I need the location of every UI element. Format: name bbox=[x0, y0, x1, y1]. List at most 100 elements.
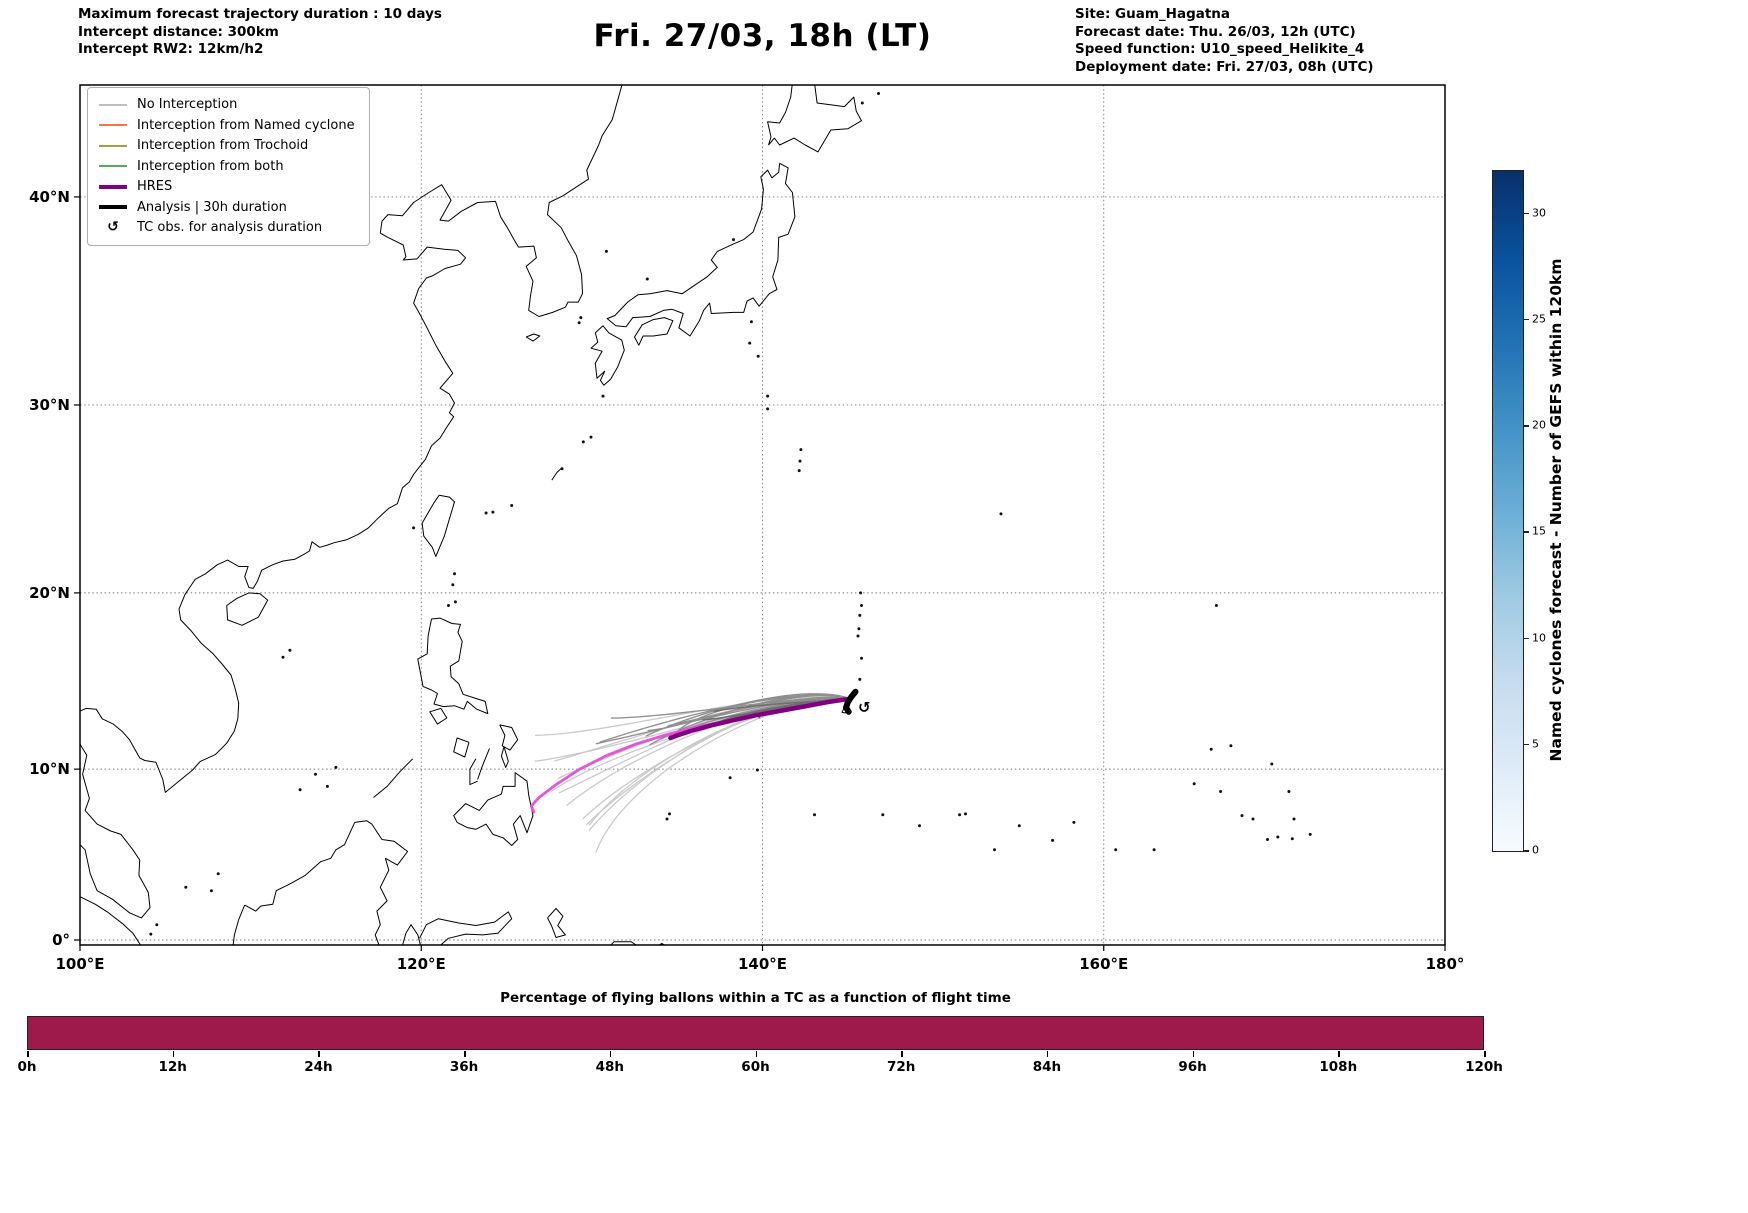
island-dot bbox=[860, 604, 863, 607]
deployment-date: Deployment date: Fri. 27/03, 08h (UTC) bbox=[1075, 58, 1374, 75]
island-dot bbox=[581, 440, 585, 444]
tc-obs-marker-icon: ↺ bbox=[858, 699, 871, 717]
island-dot bbox=[766, 407, 770, 411]
y-tick-label: 0° bbox=[52, 931, 70, 949]
x-tick-label: 140°E bbox=[738, 955, 787, 973]
island-dot bbox=[412, 526, 416, 530]
coastline bbox=[499, 724, 519, 751]
bottom-axis-tick-label: 12h bbox=[158, 1059, 187, 1075]
bottom-axis-tick-mark bbox=[464, 1051, 466, 1057]
island-dot bbox=[799, 448, 803, 452]
tc-obs-symbol-icon: ↺ bbox=[107, 219, 119, 235]
island-dot bbox=[668, 812, 671, 816]
coastline bbox=[469, 758, 478, 786]
island-dot bbox=[579, 316, 583, 320]
island-dot bbox=[453, 600, 457, 604]
island-dot bbox=[155, 923, 159, 927]
bottom-axis-tick-mark bbox=[1338, 1051, 1340, 1057]
coastline bbox=[610, 941, 638, 945]
coastline bbox=[500, 746, 509, 768]
legend-item-label: Analysis | 30h duration bbox=[137, 199, 287, 215]
island-dot bbox=[484, 511, 488, 515]
island-dot bbox=[1240, 814, 1244, 818]
colorbar-tick-label: 20 bbox=[1532, 418, 1546, 432]
page-title: Fri. 27/03, 18h (LT) bbox=[593, 18, 932, 54]
param-intercept-distance: Intercept distance: 300km bbox=[78, 23, 279, 40]
coastline bbox=[767, 85, 862, 153]
bottom-chart-bar bbox=[27, 1016, 1484, 1050]
island-dot bbox=[209, 889, 213, 893]
y-tick-label: 30°N bbox=[29, 396, 70, 414]
coastline bbox=[525, 333, 541, 342]
island-dot bbox=[298, 788, 302, 792]
coastline bbox=[80, 85, 623, 793]
param-intercept-rw2: Intercept RW2: 12km/h2 bbox=[78, 41, 264, 57]
island-dot bbox=[1276, 835, 1280, 839]
legend-item: Interception from Named cyclone bbox=[98, 117, 355, 135]
colorbar-tick-mark bbox=[1523, 531, 1529, 533]
island-dot bbox=[288, 648, 292, 652]
bottom-axis-tick-label: 120h bbox=[1465, 1059, 1503, 1075]
island-dot bbox=[860, 656, 863, 660]
island-dot bbox=[797, 469, 801, 473]
island-dot bbox=[858, 677, 862, 681]
coastline bbox=[551, 467, 563, 481]
coastline bbox=[658, 942, 666, 945]
island-dot bbox=[881, 813, 885, 817]
island-dot bbox=[334, 765, 338, 769]
bottom-axis-tick-mark bbox=[755, 1051, 757, 1057]
island-dot bbox=[1229, 744, 1233, 748]
island-dot bbox=[645, 277, 649, 281]
legend-line-swatch bbox=[99, 184, 127, 189]
coastline bbox=[232, 820, 409, 945]
coastline bbox=[421, 494, 455, 557]
bottom-axis-tick-mark bbox=[172, 1051, 175, 1057]
legend-item: No Interception bbox=[98, 96, 355, 114]
colorbar-tick-label: 15 bbox=[1532, 524, 1546, 538]
bottom-axis-tick-mark bbox=[27, 1051, 29, 1057]
legend-item-label: Interception from Trochoid bbox=[137, 138, 309, 153]
island-dot bbox=[958, 813, 962, 817]
bottom-axis-tick-mark bbox=[901, 1051, 903, 1057]
island-dot bbox=[281, 655, 285, 659]
legend-item: HRES bbox=[98, 178, 355, 196]
bottom-axis-tick-label: 0h bbox=[17, 1059, 37, 1075]
island-dot bbox=[149, 932, 153, 936]
island-dot bbox=[857, 627, 861, 631]
island-dot bbox=[1287, 790, 1291, 793]
colorbar-tick-label: 10 bbox=[1532, 631, 1546, 644]
island-dot bbox=[1270, 762, 1274, 766]
island-dot bbox=[918, 824, 921, 828]
coastline bbox=[419, 911, 513, 945]
island-dot bbox=[999, 512, 1003, 516]
island-dot bbox=[447, 604, 450, 607]
island-dot bbox=[1251, 817, 1255, 821]
bottom-axis-tick-mark bbox=[318, 1051, 320, 1057]
hres-trajectory bbox=[668, 696, 853, 741]
island-dot bbox=[756, 354, 760, 358]
island-dot bbox=[748, 341, 752, 345]
island-dot bbox=[877, 92, 880, 95]
island-dot bbox=[860, 101, 864, 105]
bottom-axis-tick-label: 108h bbox=[1319, 1059, 1358, 1075]
y-tick-label: 20°N bbox=[29, 584, 70, 602]
island-dot bbox=[1152, 848, 1156, 852]
coastline bbox=[453, 772, 534, 846]
coastline bbox=[80, 896, 142, 945]
island-dot bbox=[766, 394, 770, 398]
legend-item-label: TC obs. for analysis duration bbox=[137, 220, 323, 235]
legend-item: ↺ TC obs. for analysis duration bbox=[98, 219, 355, 237]
island-dot bbox=[859, 591, 863, 595]
legend-item: Interception from Trochoid bbox=[98, 137, 355, 155]
coastline bbox=[402, 924, 421, 945]
y-tick-label: 10°N bbox=[29, 760, 70, 778]
island-dot bbox=[732, 238, 735, 242]
island-dot bbox=[858, 613, 862, 617]
coastline bbox=[226, 592, 269, 626]
legend-line-swatch bbox=[99, 145, 127, 147]
legend-item: Analysis | 30h duration bbox=[98, 199, 355, 217]
island-dot bbox=[1209, 747, 1213, 751]
island-dot bbox=[560, 467, 564, 471]
